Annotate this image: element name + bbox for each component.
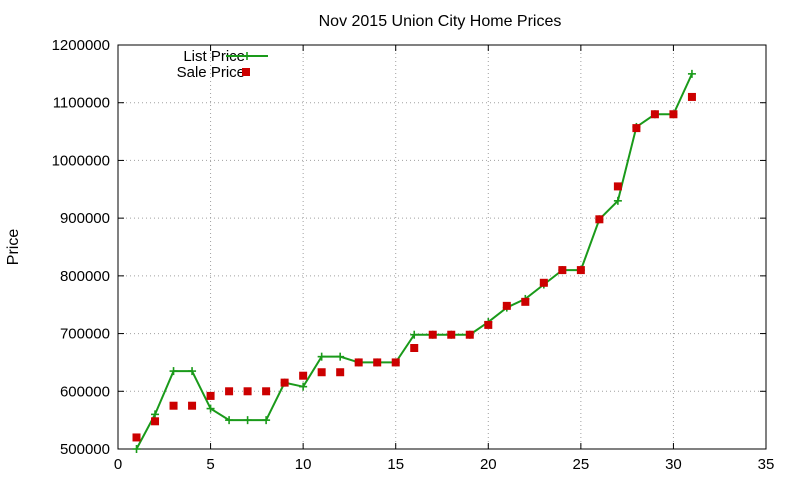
y-tick-label: 900000 bbox=[60, 210, 110, 227]
list-price-point bbox=[299, 382, 308, 391]
sale-price-point bbox=[169, 401, 178, 410]
x-tick-label: 15 bbox=[387, 456, 404, 473]
list-price-point bbox=[243, 416, 252, 425]
list-price-point bbox=[336, 352, 345, 361]
list-price-point bbox=[151, 410, 160, 419]
sale-price-point bbox=[225, 387, 234, 396]
y-tick-label: 1100000 bbox=[53, 95, 110, 112]
plot-frame bbox=[117, 44, 767, 450]
sale-price-point bbox=[243, 387, 252, 396]
sale-price-point bbox=[687, 92, 696, 101]
x-tick-label: 30 bbox=[665, 456, 682, 473]
y-tick-label: 500000 bbox=[60, 441, 110, 458]
list-price-line bbox=[135, 73, 693, 450]
list-price-point bbox=[206, 404, 215, 413]
legend-square-swatch bbox=[242, 68, 250, 76]
sale-price-point bbox=[502, 301, 511, 310]
sale-price-point bbox=[595, 215, 604, 224]
x-tick-label: 25 bbox=[573, 456, 590, 473]
sale-price-point bbox=[521, 297, 530, 306]
sale-price-point bbox=[410, 344, 419, 352]
sale-price-point bbox=[632, 124, 641, 133]
list-price-point bbox=[613, 196, 622, 205]
sale-price-point bbox=[188, 401, 197, 410]
sale-price-point bbox=[317, 368, 326, 377]
y-tick-label: 1000000 bbox=[52, 152, 110, 169]
series-0 bbox=[132, 69, 696, 453]
sale-price-point bbox=[132, 433, 141, 442]
chart-title: Nov 2015 Union City Home Prices bbox=[319, 13, 562, 30]
list-price-point bbox=[687, 69, 696, 78]
y-tick-label: 600000 bbox=[60, 383, 110, 400]
y-tick-label: 800000 bbox=[60, 268, 110, 285]
sale-price-point bbox=[650, 110, 659, 119]
sale-price-point bbox=[151, 417, 160, 426]
list-price-point bbox=[225, 416, 234, 425]
x-tick-label: 5 bbox=[206, 456, 214, 473]
sale-price-point bbox=[613, 182, 622, 191]
series-layer bbox=[132, 69, 696, 453]
legend-label: List Price bbox=[183, 48, 245, 65]
sale-price-point bbox=[558, 266, 567, 275]
legend-label: Sale Price bbox=[177, 64, 245, 81]
list-price-point bbox=[317, 352, 326, 361]
x-tick-label: 0 bbox=[114, 456, 122, 473]
list-price-point bbox=[188, 367, 197, 376]
sale-price-point bbox=[262, 387, 271, 396]
legend-plus-swatch bbox=[243, 52, 251, 60]
sale-price-point bbox=[299, 371, 308, 380]
x-tick-label: 10 bbox=[295, 456, 312, 473]
sale-price-point bbox=[539, 278, 548, 287]
axes: 0 5 10 15 20 25 30 35 500000 600000 700000 800000 90… bbox=[52, 37, 775, 473]
y-axis-label: Price bbox=[5, 229, 22, 266]
x-tick-label: 35 bbox=[758, 456, 775, 473]
sale-price-point bbox=[669, 110, 678, 119]
list-price-point bbox=[169, 367, 178, 376]
sale-price-point bbox=[465, 330, 474, 339]
series-1 bbox=[132, 92, 696, 442]
list-price-point bbox=[132, 445, 141, 453]
sale-price-point bbox=[373, 358, 382, 367]
grid bbox=[118, 45, 766, 449]
sale-price-point bbox=[428, 330, 437, 339]
y-tick-label: 700000 bbox=[60, 326, 110, 343]
list-price-point bbox=[262, 416, 271, 425]
sale-price-point bbox=[354, 358, 363, 367]
sale-price-point bbox=[336, 368, 345, 377]
sale-price-point bbox=[391, 358, 400, 367]
sale-price-point bbox=[280, 378, 289, 387]
sale-price-point bbox=[484, 320, 493, 329]
list-price-point bbox=[410, 330, 419, 339]
x-tick-label: 20 bbox=[480, 456, 497, 473]
y-tick-label: 1200000 bbox=[52, 37, 110, 54]
sale-price-point bbox=[576, 266, 585, 275]
sale-price-point bbox=[447, 330, 456, 339]
sale-price-point bbox=[206, 391, 215, 400]
